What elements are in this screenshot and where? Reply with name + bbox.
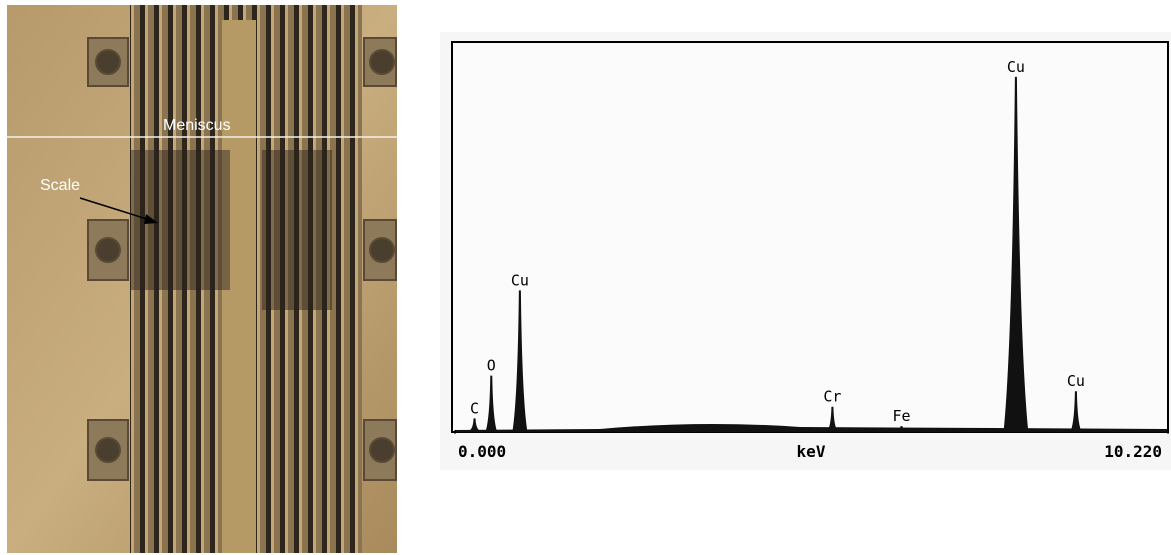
plot-frame	[452, 42, 1168, 432]
x-axis-label: keV	[797, 442, 826, 461]
page: Meniscus Scale keV 0.000 10.220 C O Cu Cr Fe Cu…	[0, 0, 1171, 555]
figure: Meniscus Scale keV 0.000 10.220 C O Cu Cr Fe Cu…	[0, 0, 1171, 555]
peak-label: Cu	[1067, 372, 1085, 390]
peak-label: Cu	[1007, 58, 1025, 76]
peak-label: Cu	[511, 271, 529, 289]
x-tick-label: 0.000	[458, 442, 506, 461]
peak-label: Fe	[892, 407, 910, 425]
photo: Meniscus Scale	[7, 5, 397, 553]
scale-region	[262, 150, 332, 310]
peak-label: Cr	[823, 388, 841, 406]
peak-label: C	[470, 399, 479, 417]
meniscus-label: Meniscus	[163, 117, 231, 134]
x-tick-label: 10.220	[1104, 442, 1162, 461]
peak-label: O	[487, 357, 496, 375]
scale-label: Scale	[40, 177, 80, 194]
